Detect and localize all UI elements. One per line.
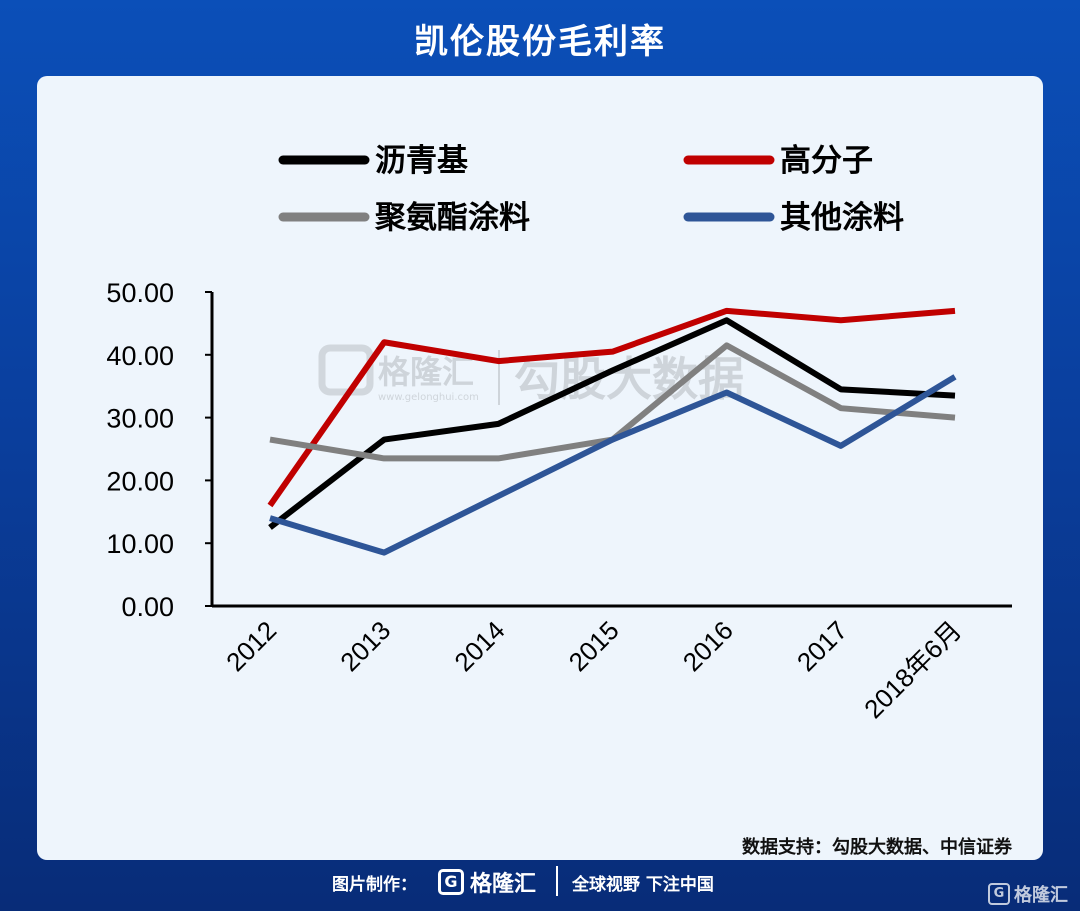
series-line-3 <box>269 374 957 556</box>
x-tick-labels: 2012 2013 2014 2015 2016 2017 2018年6月 <box>220 615 967 724</box>
series-line-1 <box>267 307 956 508</box>
y-tick-labels: 0.00 10.00 20.00 30.00 40.00 50.00 <box>106 278 212 622</box>
footer-divider <box>556 866 558 896</box>
legend-label: 聚氨酯涂料 <box>374 200 530 236</box>
corner-watermark-text: 格隆汇 <box>1014 885 1068 906</box>
x-tick-label: 2016 <box>677 615 739 677</box>
series-lines <box>267 307 957 556</box>
x-tick-label: 2012 <box>220 615 282 677</box>
corner-logo-icon: G <box>988 883 1010 905</box>
legend-label: 高分子 <box>780 143 873 179</box>
source-note: 数据支持：勾股大数据、中信证券 <box>742 836 1013 858</box>
series-line-0 <box>268 317 956 530</box>
corner-watermark: G 格隆汇 <box>988 881 1068 907</box>
x-tick-label: 2014 <box>448 615 510 677</box>
y-tick-label: 0.00 <box>121 592 174 622</box>
y-tick-label: 50.00 <box>106 278 174 308</box>
x-tick-label: 2015 <box>563 615 625 677</box>
footer-slogan: 全球视野 下注中国 <box>572 875 714 895</box>
watermark-brand: 格隆汇 <box>378 353 474 391</box>
y-tick-label: 40.00 <box>106 341 174 371</box>
brand-logo-icon: G <box>438 869 464 895</box>
x-tick-label: 2018年6月 <box>858 615 967 724</box>
footer-brand-name: 格隆汇 <box>470 872 537 897</box>
footer: 图片制作： G 格隆汇 全球视野 下注中国 <box>0 862 1080 902</box>
y-tick-label: 30.00 <box>106 404 174 434</box>
x-tick-label: 2013 <box>334 615 396 677</box>
legend-label: 沥青基 <box>375 143 468 179</box>
chart-panel <box>37 76 1043 860</box>
x-tick-label: 2017 <box>791 615 853 677</box>
watermark-url: www.gelonghui.com <box>378 392 479 403</box>
footer-credit-label: 图片制作： <box>332 875 417 895</box>
y-tick-label: 10.00 <box>106 529 174 559</box>
footer-brand: G 格隆汇 <box>438 866 536 898</box>
axes <box>210 292 1012 608</box>
legend-label: 其他涂料 <box>780 200 904 236</box>
y-tick-label: 20.00 <box>106 466 174 496</box>
page-title: 凯伦股份毛利率 <box>414 22 666 62</box>
